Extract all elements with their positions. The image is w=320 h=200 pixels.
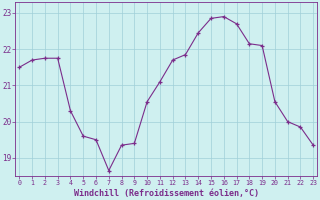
X-axis label: Windchill (Refroidissement éolien,°C): Windchill (Refroidissement éolien,°C) bbox=[74, 189, 259, 198]
